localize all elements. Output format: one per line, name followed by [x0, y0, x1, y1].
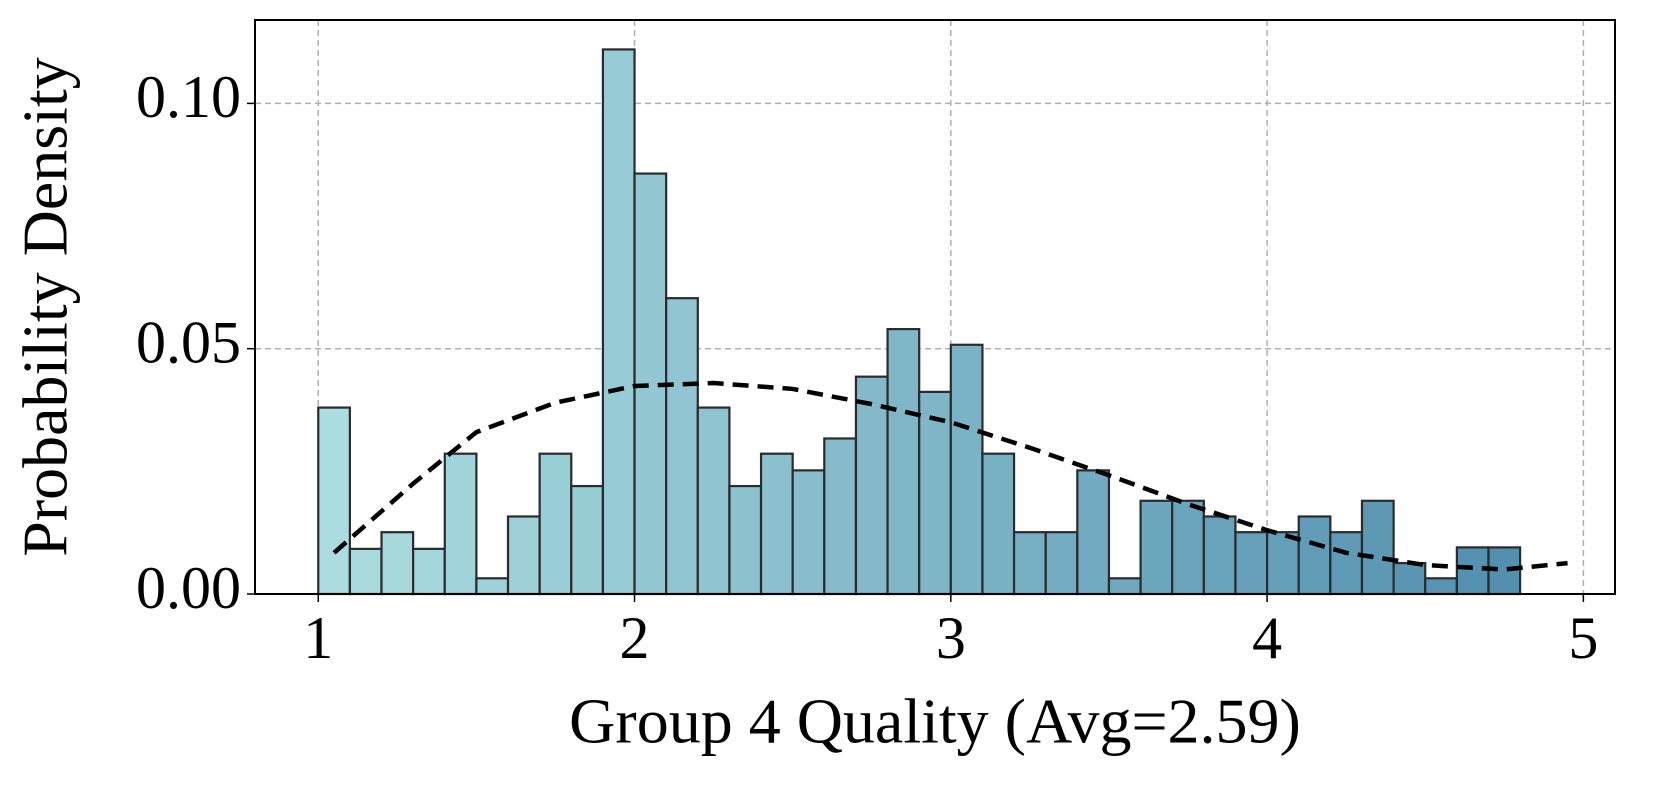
bar — [443, 452, 478, 596]
bar — [886, 327, 921, 596]
y-axis-label: Probability Density — [10, 57, 81, 557]
bar — [1107, 577, 1142, 596]
bar — [696, 406, 731, 596]
bar — [317, 406, 351, 596]
bar — [380, 531, 415, 596]
bar — [412, 547, 446, 596]
bar — [1012, 531, 1047, 596]
bar — [1265, 531, 1300, 596]
bar — [949, 343, 984, 596]
x-tick-label: 2 — [620, 605, 650, 671]
bar — [601, 48, 636, 596]
plot-frame — [254, 19, 1616, 595]
y-tick-label: 0.00 — [136, 555, 241, 621]
x-tick-label: 1 — [303, 605, 333, 671]
bar — [348, 547, 383, 596]
x-axis-label: Group 4 Quality (Avg=2.59) — [569, 686, 1301, 757]
bar — [475, 577, 510, 596]
bar — [1455, 546, 1490, 596]
x-tick-label: 3 — [936, 605, 966, 671]
bar — [1392, 561, 1427, 596]
bar — [918, 390, 952, 596]
bar — [981, 452, 1016, 596]
density-curve — [332, 380, 1568, 572]
bar — [1234, 531, 1269, 596]
bar — [538, 452, 573, 596]
bar — [791, 469, 826, 596]
y-tick-label: 0.10 — [136, 64, 241, 130]
bar — [1329, 531, 1364, 596]
bar — [1297, 515, 1332, 596]
bar — [823, 437, 858, 596]
bar — [1360, 499, 1395, 596]
bar — [506, 515, 541, 596]
x-tick-label: 5 — [1568, 605, 1598, 671]
bar — [759, 452, 794, 596]
x-tick-label: 4 — [1252, 605, 1282, 671]
bar — [1171, 499, 1205, 596]
bar — [1139, 499, 1174, 596]
bar — [854, 375, 889, 596]
bar — [570, 484, 605, 596]
y-tick-label: 0.05 — [136, 309, 241, 375]
bar — [728, 484, 763, 596]
bar — [1424, 577, 1458, 596]
bar — [1202, 515, 1237, 596]
bar — [1076, 469, 1111, 596]
bar — [1044, 531, 1079, 596]
bar — [665, 297, 699, 596]
